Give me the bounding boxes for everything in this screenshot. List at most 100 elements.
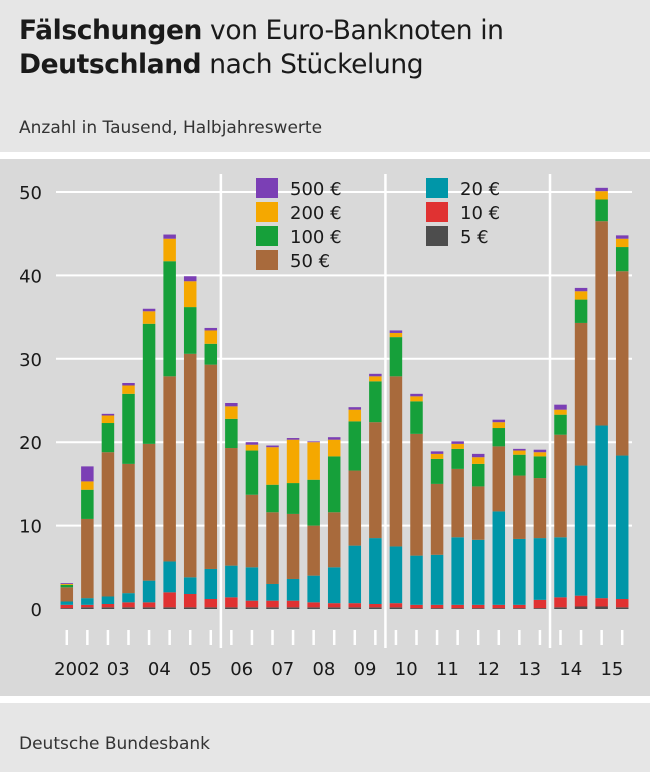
- bar-segment-2003-H2-50: [122, 463, 135, 594]
- bar-segment-2007-H1-100: [266, 484, 279, 513]
- bar-segment-2014-H2-50: [574, 322, 588, 466]
- bar-segment-2003-H1-5: [101, 607, 115, 609]
- stacked-bar-chart: 0 10 20 30 40 50 2002 03 04 05 06 07 08 09 10 11 12 13 14 1…: [19, 174, 632, 680]
- bar-segment-2003-H2-5: [122, 607, 135, 609]
- bar-segment-2008-H1-500: [307, 441, 320, 443]
- bar-segment-2002-H1-10: [60, 604, 74, 609]
- bar-segment-2004-H2-500: [163, 234, 176, 239]
- bar-segment-2003-H2-500: [122, 382, 135, 386]
- bar-segment-2015-H1-200: [595, 191, 608, 200]
- bar-segment-2011-H2-50: [451, 468, 464, 538]
- bar-segment-2005-H1-50: [183, 353, 197, 578]
- bar-segment-2005-H1-500: [183, 276, 197, 282]
- bar-segment-2013-H1-10: [513, 604, 526, 609]
- bar-segment-2009-H1-10: [348, 603, 362, 608]
- bar-segment-2007-H2-100: [286, 483, 300, 514]
- bar-segment-2014-H1-50: [554, 434, 567, 538]
- bar-segment-2014-H2-20: [574, 465, 588, 596]
- y-tick-label-0: 0: [31, 600, 42, 621]
- bar-segment-2005-H1-5: [183, 607, 197, 609]
- bar-segment-2002-H2-100: [81, 489, 94, 519]
- bar-segment-2009-H2-200: [369, 376, 382, 382]
- x-year-label-03: 03: [107, 659, 130, 680]
- bar-segment-2009-H1-500: [348, 407, 362, 410]
- bar-segment-2014-H2-200: [574, 291, 588, 300]
- bar-segment-2002-H1-20: [60, 601, 74, 605]
- source-label: Deutsche Bundesbank: [19, 734, 210, 754]
- bar-segment-2013-H2-500: [533, 449, 547, 453]
- legend-label-20: 20 €: [460, 179, 500, 200]
- bar-segment-2007-H1-10: [266, 600, 279, 608]
- bar-segment-2009-H2-5: [369, 607, 382, 609]
- bar-segment-2014-H2-100: [574, 299, 588, 323]
- bar-segment-2006-H1-200: [225, 406, 238, 419]
- x-year-label-05: 05: [189, 659, 212, 680]
- bar-segment-2005-H1-200: [183, 281, 197, 308]
- bar-segment-2008-H2-50: [327, 512, 341, 568]
- bar-segment-2015-H2-50: [615, 271, 629, 456]
- bar-segment-2006-H2-500: [245, 442, 259, 445]
- bar-segment-2012-H1-20: [471, 539, 485, 605]
- legend-label-200: 200 €: [290, 203, 342, 224]
- bar-segment-2011-H1-5: [430, 608, 444, 609]
- bar-segment-2005-H2-10: [204, 598, 218, 608]
- x-year-label-11: 11: [436, 659, 459, 680]
- x-year-label-09: 09: [354, 659, 377, 680]
- bar-segment-2009-H1-50: [348, 470, 362, 546]
- bar-segment-2011-H1-100: [430, 458, 444, 484]
- bar-segment-2002-H1-200: [60, 583, 74, 585]
- bar-segment-2007-H1-500: [266, 445, 279, 448]
- bar-segment-2006-H2-10: [245, 600, 259, 608]
- legend-label-100: 100 €: [290, 227, 342, 248]
- title-text: von Euro-Banknoten in: [202, 15, 504, 46]
- bar-segment-2006-H1-5: [225, 607, 238, 609]
- bar-segment-2013-H2-200: [533, 452, 547, 457]
- bar-segment-2007-H1-20: [266, 583, 279, 601]
- bar-segment-2014-H1-100: [554, 414, 567, 435]
- bar-segment-2002-H2-10: [81, 604, 94, 608]
- y-tick-label-40: 40: [19, 266, 42, 287]
- bar-segment-2011-H1-10: [430, 604, 444, 609]
- bar-segment-2006-H2-200: [245, 444, 259, 451]
- bar-segment-2004-H1-20: [142, 580, 156, 603]
- chart-title: Fälschungen von Euro-Banknoten in Deutsc…: [19, 14, 619, 82]
- bar-segment-2006-H2-5: [245, 607, 259, 609]
- bar-segment-2009-H2-50: [369, 422, 382, 539]
- bar-segment-2005-H2-200: [204, 330, 218, 344]
- bar-segment-2007-H2-10: [286, 600, 300, 608]
- bar-segment-2005-H2-500: [204, 327, 218, 331]
- bar-segment-2009-H1-20: [348, 545, 362, 604]
- x-year-label-13: 13: [518, 659, 541, 680]
- bar-segment-2003-H2-200: [122, 385, 135, 394]
- bar-segment-2008-H1-100: [307, 479, 320, 526]
- bar-segment-2011-H1-500: [430, 451, 444, 454]
- bar-segment-2005-H1-20: [183, 577, 197, 594]
- bar-segment-2012-H2-50: [492, 446, 506, 512]
- bar-segment-2012-H1-5: [471, 608, 485, 609]
- bar-segment-2006-H1-50: [225, 448, 238, 566]
- bar-segment-2010-H2-5: [410, 608, 423, 609]
- bar-segment-2010-H2-200: [410, 396, 423, 402]
- title-text-end: nach Stückelung: [201, 49, 424, 80]
- chart-subtitle: Anzahl in Tausend, Halbjahreswerte: [19, 118, 323, 138]
- bar-segment-2014-H2-10: [574, 595, 588, 607]
- bar-segment-2002-H2-500: [81, 466, 94, 482]
- bar-segment-2012-H1-200: [471, 457, 485, 464]
- bar-segment-2013-H1-200: [513, 450, 526, 455]
- legend-label-50: 50 €: [290, 251, 330, 272]
- bar-segment-2012-H1-100: [471, 463, 485, 487]
- bar-segment-2013-H1-50: [513, 475, 526, 539]
- bar-segment-2014-H1-500: [554, 404, 567, 410]
- bar-segment-2004-H1-5: [142, 607, 156, 609]
- bar-segment-2007-H2-200: [286, 439, 300, 484]
- bar-segment-2003-H2-20: [122, 593, 135, 603]
- bar-segment-2007-H2-50: [286, 513, 300, 579]
- bar-segment-2010-H1-100: [389, 337, 403, 377]
- bar-segment-2008-H2-10: [327, 603, 341, 608]
- bar-segment-2013-H2-100: [533, 456, 547, 479]
- bar-segment-2002-H2-20: [81, 598, 94, 605]
- bar-segment-2004-H2-10: [163, 592, 176, 608]
- bar-segment-2008-H2-100: [327, 456, 341, 513]
- bar-segment-2009-H2-20: [369, 538, 382, 604]
- bar-segment-2013-H2-5: [533, 608, 547, 609]
